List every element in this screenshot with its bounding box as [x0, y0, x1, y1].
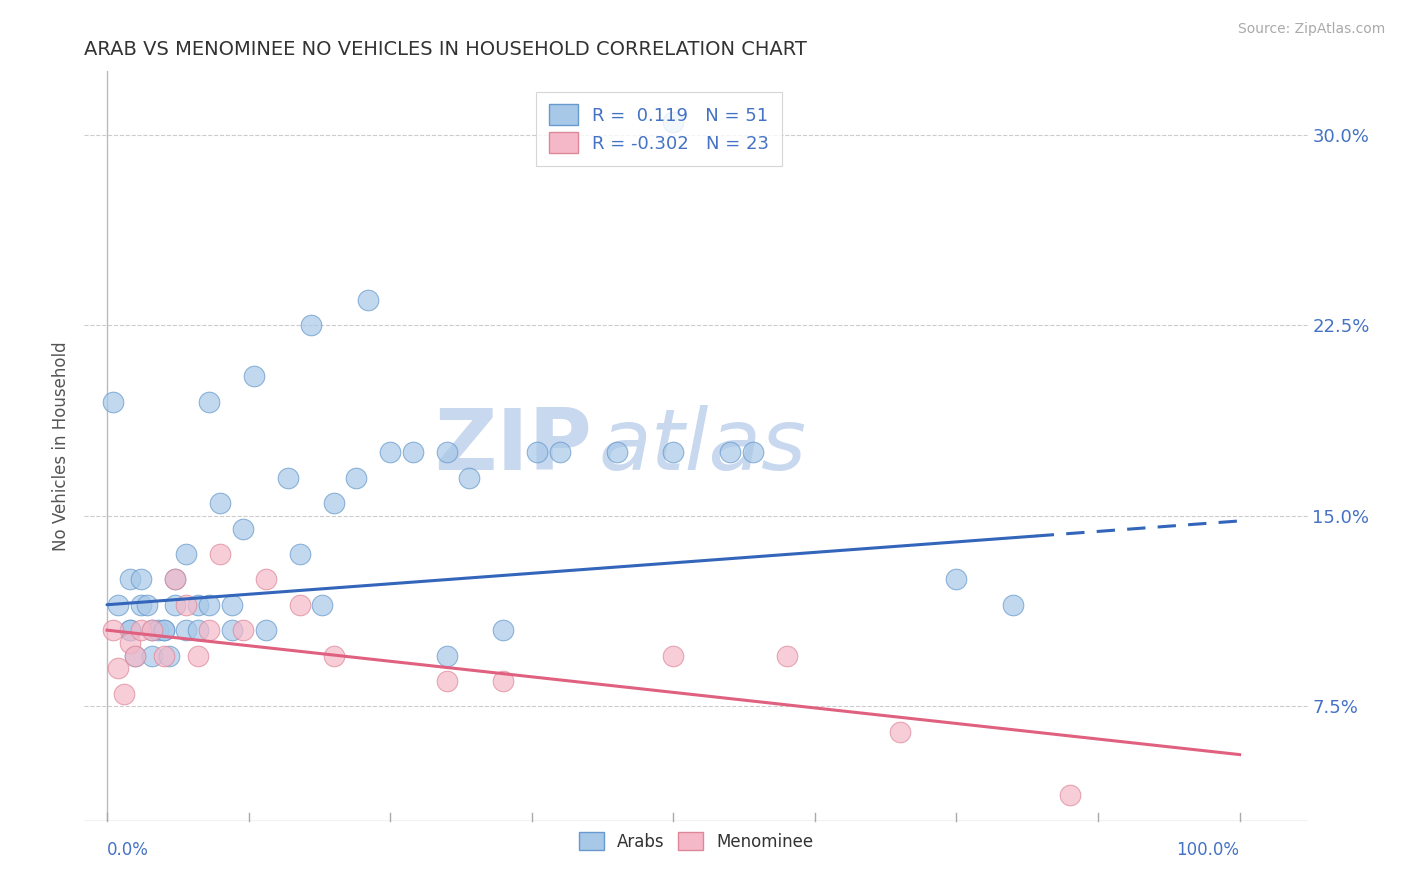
- Text: Source: ZipAtlas.com: Source: ZipAtlas.com: [1237, 22, 1385, 37]
- Point: [118, 572, 141, 586]
- Point: [288, 547, 311, 561]
- Point: [163, 572, 186, 586]
- Point: [436, 673, 458, 688]
- Point: [187, 623, 209, 637]
- Text: ARAB VS MENOMINEE NO VEHICLES IN HOUSEHOLD CORRELATION CHART: ARAB VS MENOMINEE NO VEHICLES IN HOUSEHO…: [84, 39, 807, 59]
- Point: [141, 623, 163, 637]
- Point: [221, 598, 243, 612]
- Point: [124, 648, 146, 663]
- Point: [436, 648, 458, 663]
- Point: [118, 623, 141, 637]
- Point: [232, 522, 254, 536]
- Point: [299, 318, 322, 333]
- Point: [141, 623, 163, 637]
- Point: [174, 623, 197, 637]
- Point: [741, 445, 763, 459]
- Point: [606, 445, 628, 459]
- Point: [221, 623, 243, 637]
- Point: [198, 623, 221, 637]
- Point: [889, 724, 911, 739]
- Point: [718, 445, 741, 459]
- Point: [152, 648, 174, 663]
- Point: [101, 623, 124, 637]
- Point: [662, 648, 685, 663]
- Point: [254, 623, 277, 637]
- Point: [198, 394, 221, 409]
- Point: [118, 623, 141, 637]
- Text: atlas: atlas: [598, 404, 806, 488]
- Point: [124, 648, 146, 663]
- Point: [174, 547, 197, 561]
- Point: [163, 572, 186, 586]
- Point: [775, 648, 797, 663]
- Point: [1059, 789, 1081, 803]
- Point: [254, 572, 277, 586]
- Point: [101, 394, 124, 409]
- Point: [492, 673, 515, 688]
- Text: ZIP: ZIP: [434, 404, 592, 488]
- Point: [526, 445, 548, 459]
- Text: 0.0%: 0.0%: [107, 841, 149, 859]
- Point: [209, 496, 232, 510]
- Point: [232, 623, 254, 637]
- Point: [458, 471, 481, 485]
- Point: [157, 648, 180, 663]
- Point: [311, 598, 333, 612]
- Point: [152, 623, 174, 637]
- Point: [322, 648, 344, 663]
- Legend: Arabs, Menominee: Arabs, Menominee: [572, 826, 820, 857]
- Point: [209, 547, 232, 561]
- Point: [187, 648, 209, 663]
- Point: [662, 445, 685, 459]
- Point: [356, 293, 378, 307]
- Point: [129, 598, 152, 612]
- Y-axis label: No Vehicles in Household: No Vehicles in Household: [52, 341, 70, 551]
- Point: [322, 496, 344, 510]
- Point: [107, 598, 129, 612]
- Point: [129, 572, 152, 586]
- Point: [152, 623, 174, 637]
- Point: [112, 687, 135, 701]
- Point: [163, 598, 186, 612]
- Point: [1002, 598, 1025, 612]
- Point: [945, 572, 967, 586]
- Point: [243, 369, 266, 384]
- Point: [198, 598, 221, 612]
- Point: [174, 598, 197, 612]
- Point: [436, 445, 458, 459]
- Point: [662, 115, 685, 129]
- Point: [141, 648, 163, 663]
- Point: [277, 471, 299, 485]
- Point: [492, 623, 515, 637]
- Text: 100.0%: 100.0%: [1177, 841, 1240, 859]
- Point: [288, 598, 311, 612]
- Point: [344, 471, 367, 485]
- Point: [129, 623, 152, 637]
- Point: [118, 636, 141, 650]
- Point: [402, 445, 425, 459]
- Point: [146, 623, 169, 637]
- Point: [187, 598, 209, 612]
- Point: [548, 445, 571, 459]
- Text: A: A: [696, 435, 706, 449]
- Point: [135, 598, 157, 612]
- Point: [107, 661, 129, 675]
- Point: [380, 445, 402, 459]
